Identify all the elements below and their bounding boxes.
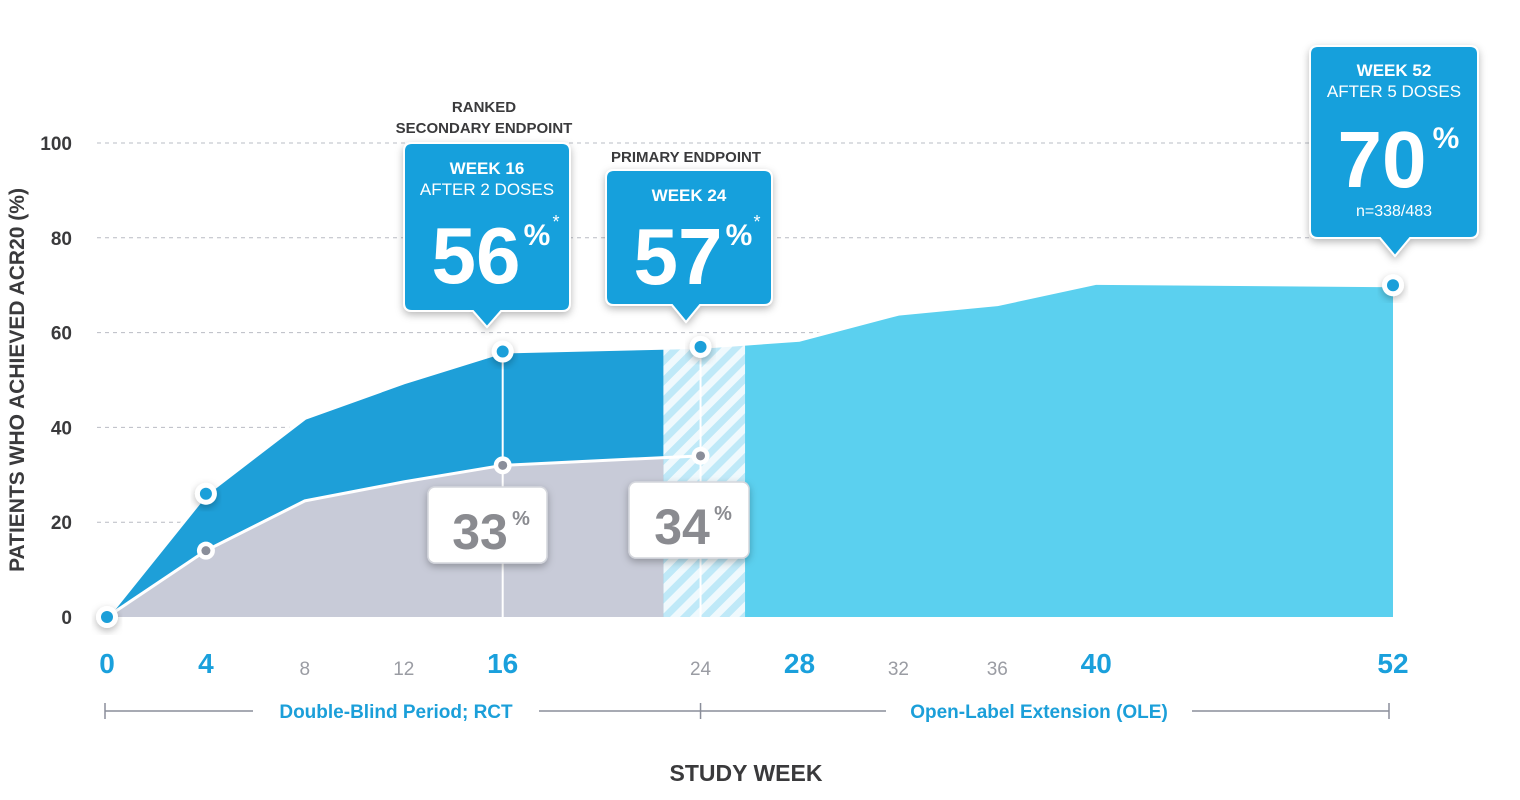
callout-comp24-value: 34 xyxy=(654,499,710,555)
marker-treatment-week52 xyxy=(1387,279,1399,292)
callout-week52-line2: AFTER 5 DOSES xyxy=(1327,82,1461,101)
x-tick-label-16: 16 xyxy=(487,648,518,679)
x-tick-label-12: 12 xyxy=(393,659,414,680)
callout-week16-mark: * xyxy=(552,212,559,232)
x-tick-label-8: 8 xyxy=(300,659,311,680)
callout-week24-value: 57 xyxy=(634,212,723,301)
x-tick-label-36: 36 xyxy=(987,659,1008,680)
x-tick-label-0: 0 xyxy=(99,648,115,679)
x-axis-title: STUDY WEEK xyxy=(670,760,823,786)
callout-week52-unit: % xyxy=(1433,122,1460,155)
callout-week16-header2: SECONDARY ENDPOINT xyxy=(396,120,573,137)
callout-week16-unit: % xyxy=(524,219,551,252)
period-label-rct: Double-Blind Period; RCT xyxy=(279,702,513,723)
marker-comparator-week16 xyxy=(498,460,508,470)
callout-comp16-value: 33 xyxy=(452,504,508,560)
y-axis-title: PATIENTS WHO ACHIEVED ACR20 (%) xyxy=(6,188,29,572)
marker-comparator-week24 xyxy=(696,451,706,461)
x-tick-label-32: 32 xyxy=(888,659,909,680)
y-tick-label-60: 60 xyxy=(51,324,72,345)
callout-week52: WEEK 52 AFTER 5 DOSES 70 % n=338/483 xyxy=(1309,45,1479,258)
callout-week16-box xyxy=(403,142,571,329)
callout-week52-box xyxy=(1309,45,1479,258)
callout-comp24-box xyxy=(628,481,750,559)
y-tick-label-100: 100 xyxy=(40,134,72,155)
callout-week24-unit: % xyxy=(726,219,753,252)
callout-week24-header: PRIMARY ENDPOINT xyxy=(611,149,761,166)
y-tick-label-0: 0 xyxy=(61,608,72,629)
callout-comp16-box xyxy=(427,486,548,564)
callout-week16: RANKED SECONDARY ENDPOINT WEEK 16 AFTER … xyxy=(396,99,573,329)
callout-week24-box xyxy=(605,169,773,324)
y-tick-label-40: 40 xyxy=(51,418,72,439)
callout-comp16-unit: % xyxy=(512,508,530,530)
callout-week52-value: 70 xyxy=(1338,115,1427,204)
series-line-comparator xyxy=(106,454,701,619)
callout-comp24: 34 % xyxy=(628,481,750,559)
callout-comp24-unit: % xyxy=(714,503,732,525)
area-transition-hatch xyxy=(663,343,746,617)
y-tick-label-80: 80 xyxy=(51,229,72,250)
callout-week24-line1: WEEK 24 xyxy=(652,186,727,205)
axis-layer: 0 20 40 60 80 100 0 4 8 12 16 24 28 32 36 40 52 xyxy=(40,134,1409,719)
callout-week16-value: 56 xyxy=(432,211,521,300)
callout-week16-line2: AFTER 2 DOSES xyxy=(420,180,554,199)
period-label-ole: Open-Label Extension (OLE) xyxy=(910,702,1168,723)
marker-treatment-week4 xyxy=(199,487,212,500)
callout-week16-line1: WEEK 16 xyxy=(450,159,525,178)
callout-week52-note: n=338/483 xyxy=(1356,203,1432,220)
y-tick-label-20: 20 xyxy=(51,513,72,534)
marker-comparator-week4 xyxy=(201,546,211,556)
callout-week24: PRIMARY ENDPOINT WEEK 24 57 % * xyxy=(605,149,773,324)
callout-week16-header: RANKED xyxy=(452,99,516,116)
x-tick-label-52: 52 xyxy=(1377,648,1408,679)
callout-week24-mark: * xyxy=(753,212,760,232)
x-tick-label-40: 40 xyxy=(1081,648,1112,679)
callout-week52-line1: WEEK 52 xyxy=(1357,61,1432,80)
marker-treatment-week0 xyxy=(101,611,113,623)
x-tick-label-28: 28 xyxy=(784,648,815,679)
x-tick-label-4: 4 xyxy=(198,648,214,679)
x-tick-label-24: 24 xyxy=(690,659,712,680)
area-ole xyxy=(663,282,1393,617)
marker-treatment-week16 xyxy=(496,345,509,358)
callout-comp16: 33 % xyxy=(427,486,548,564)
marker-treatment-week24 xyxy=(694,340,707,353)
marker-layer xyxy=(96,274,1404,628)
